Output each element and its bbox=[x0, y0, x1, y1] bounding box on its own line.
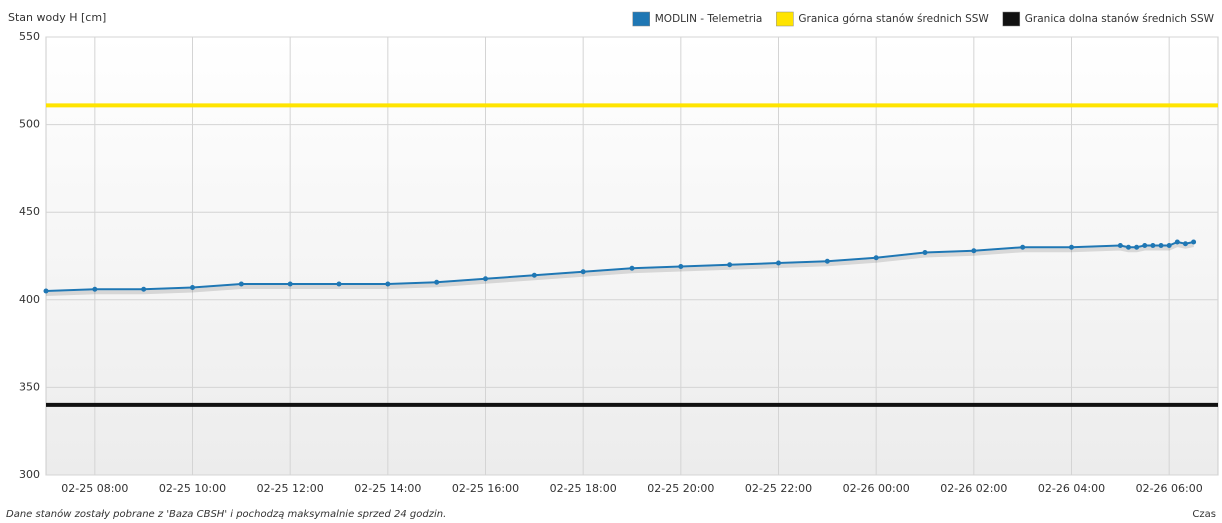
x-tick-label: 02-25 22:00 bbox=[745, 482, 812, 495]
legend-label: Granica dolna stanów średnich SSW bbox=[1025, 13, 1215, 25]
data-point bbox=[287, 281, 293, 287]
data-point bbox=[141, 286, 147, 292]
data-point bbox=[678, 264, 684, 270]
data-point bbox=[629, 265, 635, 271]
data-point bbox=[1142, 242, 1148, 248]
x-axis-label: Czas bbox=[1192, 509, 1216, 520]
data-point bbox=[1191, 239, 1197, 245]
y-axis-label: Stan wody H [cm] bbox=[8, 11, 106, 24]
data-point bbox=[971, 248, 977, 254]
data-point bbox=[336, 281, 342, 287]
data-point bbox=[1069, 244, 1074, 250]
x-tick-label: 02-25 10:00 bbox=[159, 482, 226, 495]
legend-swatch bbox=[776, 11, 794, 27]
data-point bbox=[43, 288, 49, 294]
data-point bbox=[190, 285, 195, 291]
data-point bbox=[580, 269, 586, 275]
data-point bbox=[922, 249, 928, 255]
data-point bbox=[776, 260, 781, 266]
x-tick-label: 02-25 08:00 bbox=[61, 482, 128, 495]
data-point bbox=[873, 255, 879, 261]
footnote: Dane stanów zostały pobrane z 'Baza CBSH… bbox=[6, 508, 446, 520]
y-tick-label: 400 bbox=[19, 293, 40, 306]
legend-swatch bbox=[632, 11, 650, 27]
y-tick-label: 450 bbox=[19, 205, 40, 218]
x-tick-label: 02-25 18:00 bbox=[550, 482, 617, 495]
data-point bbox=[824, 258, 830, 264]
y-tick-label: 350 bbox=[19, 380, 40, 393]
data-point bbox=[727, 262, 733, 268]
data-point bbox=[385, 281, 391, 287]
legend-swatch bbox=[1002, 11, 1021, 27]
y-tick-label: 550 bbox=[19, 30, 40, 43]
y-tick-label: 300 bbox=[19, 468, 40, 481]
x-tick-label: 02-26 02:00 bbox=[940, 482, 1007, 495]
legend-label: MODLIN - Telemetria bbox=[655, 13, 763, 25]
x-tick-label: 02-26 04:00 bbox=[1038, 482, 1105, 495]
data-point bbox=[1020, 244, 1026, 250]
data-point bbox=[531, 272, 537, 278]
x-tick-label: 02-25 14:00 bbox=[354, 482, 421, 495]
data-point bbox=[434, 279, 440, 285]
plot-area bbox=[45, 36, 1219, 476]
y-tick-label: 500 bbox=[19, 118, 40, 131]
x-tick-label: 02-26 00:00 bbox=[843, 482, 910, 495]
series-shadow bbox=[45, 242, 1195, 297]
data-point bbox=[1134, 244, 1140, 250]
x-tick-label: 02-26 06:00 bbox=[1136, 482, 1203, 495]
legend-label: Granica górna stanów średnich SSW bbox=[798, 13, 989, 25]
data-point bbox=[238, 281, 244, 287]
x-tick-label: 02-25 16:00 bbox=[452, 482, 519, 495]
data-point bbox=[1125, 244, 1131, 250]
data-point bbox=[1182, 241, 1188, 247]
data-point bbox=[1117, 242, 1123, 248]
x-tick-label: 02-25 20:00 bbox=[647, 482, 714, 495]
data-point bbox=[1174, 239, 1180, 245]
data-point bbox=[1166, 242, 1172, 248]
data-point bbox=[1158, 242, 1164, 248]
data-point bbox=[1150, 242, 1156, 248]
data-point bbox=[92, 286, 98, 292]
data-point bbox=[483, 276, 488, 282]
x-tick-label: 02-25 12:00 bbox=[257, 482, 324, 495]
